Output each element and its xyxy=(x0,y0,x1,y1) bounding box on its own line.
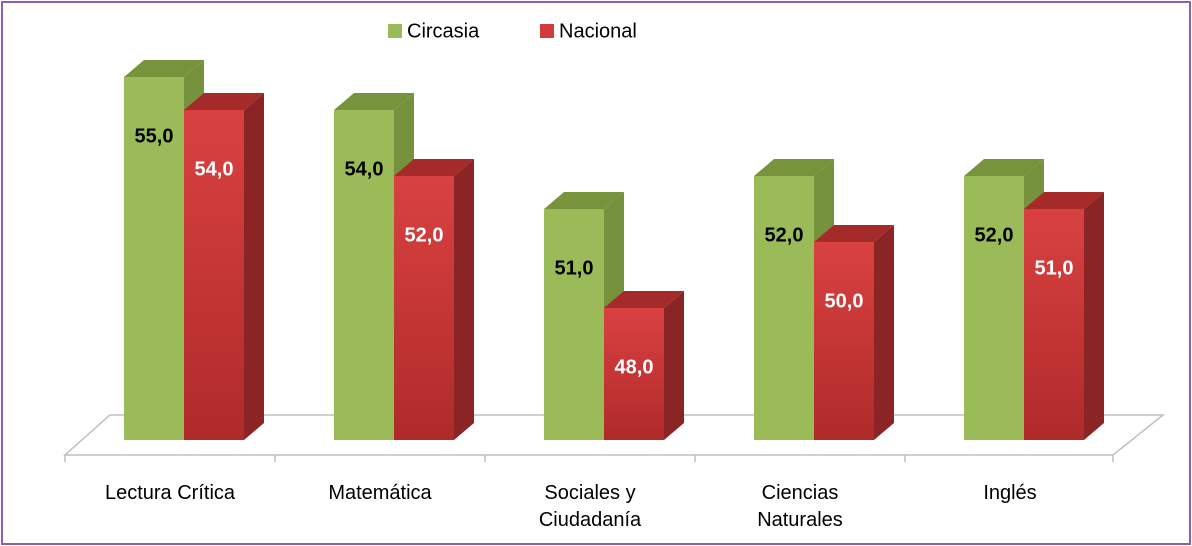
bar-top xyxy=(334,93,414,110)
bar xyxy=(814,242,874,440)
x-tick-label: Matemática xyxy=(328,482,432,504)
x-tick-label: Ciencias Naturales xyxy=(757,482,843,531)
bar xyxy=(124,77,184,440)
bar-side xyxy=(664,291,684,440)
legend-swatch xyxy=(540,24,554,38)
bar xyxy=(964,176,1024,440)
bar xyxy=(754,176,814,440)
value-label: 54,0 xyxy=(345,158,384,180)
bar-top xyxy=(1024,192,1104,209)
legend-swatch xyxy=(388,24,402,38)
bar-side xyxy=(454,159,474,440)
bar-top xyxy=(394,159,474,176)
bar-top xyxy=(604,291,684,308)
bar-top xyxy=(964,159,1044,176)
legend-label: Circasia xyxy=(407,20,480,42)
legend-label: Nacional xyxy=(559,20,637,42)
axis-ticks xyxy=(64,455,1114,462)
bar xyxy=(334,110,394,440)
bar-top xyxy=(814,225,894,242)
value-label: 52,0 xyxy=(765,224,804,246)
bar-side xyxy=(244,93,264,440)
x-tick-label: Inglés xyxy=(983,482,1037,504)
bar xyxy=(394,176,454,440)
bar xyxy=(184,110,244,440)
value-label: 52,0 xyxy=(975,224,1014,246)
bar-side xyxy=(1084,192,1104,440)
bar xyxy=(604,308,664,440)
bar-top xyxy=(544,192,624,209)
bar xyxy=(1024,209,1084,440)
x-tick-label: Lectura Crítica xyxy=(104,482,236,504)
bar-top xyxy=(184,93,264,110)
value-label: 55,0 xyxy=(135,125,174,147)
bar xyxy=(544,209,604,440)
value-label: 48,0 xyxy=(615,356,654,378)
value-label: 51,0 xyxy=(555,257,594,279)
bar-side xyxy=(874,225,894,440)
x-tick-label: Sociales y Ciudadanía xyxy=(538,482,642,531)
bar-top xyxy=(124,60,204,77)
bar-top xyxy=(754,159,834,176)
value-label: 50,0 xyxy=(825,290,864,312)
value-label: 54,0 xyxy=(195,158,234,180)
value-label: 51,0 xyxy=(1035,257,1074,279)
value-label: 52,0 xyxy=(405,224,444,246)
